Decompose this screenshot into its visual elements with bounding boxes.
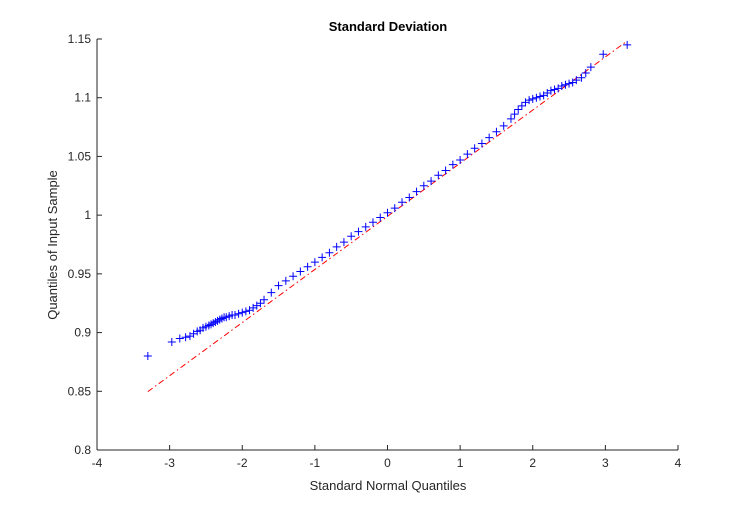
data-point [506,114,515,123]
data-point [368,218,377,227]
data-point [398,198,407,207]
data-point [528,94,537,103]
y-ticks-group: 0.8 0.85 0.9 0.95 1 1.05 1.1 1.15 [68,32,102,457]
data-point [623,40,632,49]
data-point [274,281,283,290]
data-point [405,193,414,202]
data-point [318,253,327,262]
data-point [241,307,250,316]
data-point [463,150,472,159]
data-point [586,63,595,72]
data-point [238,308,247,317]
data-point [470,144,479,153]
data-point [572,76,581,85]
x-axis-title: Standard Normal Quantiles [310,478,467,493]
y-tick-label: 0.9 [74,326,91,340]
x-tick-label: -2 [237,456,248,470]
data-point [143,352,152,361]
data-point [550,85,559,94]
y-tick-label: 0.8 [74,443,91,457]
data-point [517,101,526,110]
data-point [536,92,545,101]
data-point [441,166,450,175]
data-point [175,334,184,343]
data-point [354,227,363,236]
data-point [234,309,243,318]
reference-line-group [147,40,628,393]
data-point [325,248,334,257]
data-point [577,73,586,82]
data-point [514,105,523,114]
plot-area [97,39,678,450]
data-point [492,127,501,136]
x-tick-label: -4 [92,456,103,470]
data-point [181,333,190,342]
y-tick-label: 1.05 [68,149,92,163]
data-point [339,238,348,247]
data-point [448,160,457,169]
data-point [260,295,269,304]
data-point [167,337,176,346]
data-point [390,204,399,213]
y-tick-label: 0.95 [68,267,92,281]
data-point [485,133,494,142]
x-tick-label: 4 [675,456,682,470]
data-point [230,310,239,319]
data-point [303,262,312,271]
x-tick-label: 0 [384,456,391,470]
data-point [289,272,298,281]
y-tick-label: 1.15 [68,32,92,46]
data-point [427,177,436,186]
x-tick-label: 3 [602,456,609,470]
data-point [565,79,574,88]
data-point [419,181,428,190]
data-point [561,80,570,89]
y-tick-label: 1.1 [74,91,91,105]
data-point [310,258,319,267]
data-point [499,121,508,130]
x-ticks-group: -4 -3 -2 -1 0 1 2 3 4 [92,445,682,470]
x-tick-label: 2 [529,456,536,470]
x-tick-label: -1 [310,456,321,470]
y-tick-label: 1 [84,208,91,222]
data-point [532,93,541,102]
data-point [581,69,590,78]
data-point [296,267,305,276]
data-point [412,187,421,196]
data-point [477,139,486,148]
data-point [525,96,534,105]
data-point [332,242,341,251]
data-point [361,222,370,231]
data-point [267,288,276,297]
data-point [557,81,566,90]
y-tick-label: 0.85 [68,384,92,398]
data-point [281,276,290,285]
data-point [456,155,465,164]
data-point [599,50,608,59]
chart-title: Standard Deviation [329,19,448,34]
data-points-group [143,40,632,361]
y-axis-title: Quantiles of Input Sample [45,170,60,320]
data-point [434,171,443,180]
data-point [256,299,265,308]
reference-line [147,40,628,393]
x-tick-label: -3 [164,456,175,470]
data-point [376,213,385,222]
x-tick-label: 1 [457,456,464,470]
data-point [546,86,555,95]
data-point [510,110,519,119]
data-point [383,208,392,217]
data-point [347,232,356,241]
